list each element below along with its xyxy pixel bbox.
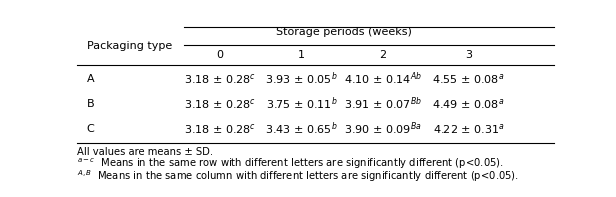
Text: 3: 3 <box>465 50 472 60</box>
Text: 3.43 ± 0.65$^b$: 3.43 ± 0.65$^b$ <box>265 121 338 137</box>
Text: 4.10 ± 0.14$^{Ab}$: 4.10 ± 0.14$^{Ab}$ <box>344 71 421 87</box>
Text: 3.75 ± 0.11$^b$: 3.75 ± 0.11$^b$ <box>265 96 337 112</box>
Text: B: B <box>86 99 94 109</box>
Text: 3.93 ± 0.05$^b$: 3.93 ± 0.05$^b$ <box>265 71 338 87</box>
Text: 3.18 ± 0.28$^c$: 3.18 ± 0.28$^c$ <box>184 72 256 86</box>
Text: 4.49 ± 0.08$^a$: 4.49 ± 0.08$^a$ <box>432 97 505 111</box>
Text: 3.91 ± 0.07$^{Bb}$: 3.91 ± 0.07$^{Bb}$ <box>344 96 421 112</box>
Text: 4.55 ± 0.08$^a$: 4.55 ± 0.08$^a$ <box>432 72 505 86</box>
Text: A: A <box>86 74 94 84</box>
Text: 3.18 ± 0.28$^c$: 3.18 ± 0.28$^c$ <box>184 122 256 136</box>
Text: 2: 2 <box>379 50 386 60</box>
Text: $^{A,B}$  Means in the same column with different letters are significantly diff: $^{A,B}$ Means in the same column with d… <box>77 168 519 184</box>
Text: 0: 0 <box>217 50 224 60</box>
Text: 3.18 ± 0.28$^c$: 3.18 ± 0.28$^c$ <box>184 97 256 111</box>
Text: Packaging type: Packaging type <box>86 41 172 51</box>
Text: 3.90 ± 0.09$^{Ba}$: 3.90 ± 0.09$^{Ba}$ <box>344 121 421 137</box>
Text: 1: 1 <box>298 50 305 60</box>
Text: $^{a-c}$  Means in the same row with different letters are significantly differe: $^{a-c}$ Means in the same row with diff… <box>77 157 504 171</box>
Text: All values are means ± SD.: All values are means ± SD. <box>77 147 213 157</box>
Text: 4.22 ± 0.31$^a$: 4.22 ± 0.31$^a$ <box>432 122 505 136</box>
Text: Storage periods (weeks): Storage periods (weeks) <box>277 27 412 37</box>
Text: C: C <box>86 124 94 134</box>
